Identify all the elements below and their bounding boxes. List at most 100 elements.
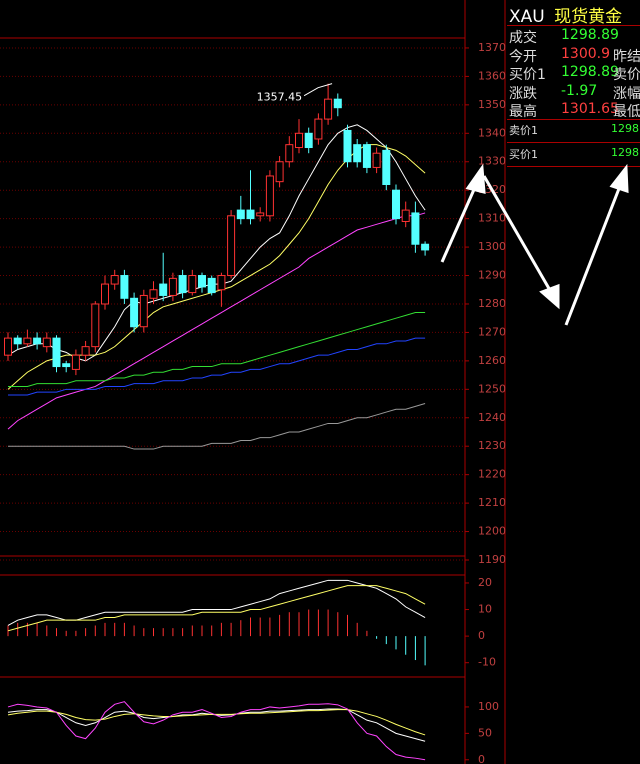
y-tick-label: 20 — [478, 576, 492, 589]
candle-body — [101, 283, 109, 305]
candle-body — [139, 294, 148, 328]
quote-label: 最低 — [613, 104, 640, 120]
candle-body — [401, 209, 410, 222]
candle-body — [149, 289, 158, 299]
candle-body — [52, 337, 61, 368]
y-tick-label: 1300 — [478, 240, 506, 253]
candle-body — [236, 209, 245, 220]
y-tick-label: 1280 — [478, 297, 506, 310]
candle-body — [159, 283, 168, 296]
y-tick-label: 1320 — [478, 183, 506, 196]
annotation: 1357.45 — [257, 91, 303, 104]
indicator-line — [7, 144, 426, 390]
candle-body — [33, 337, 42, 345]
divider — [507, 166, 640, 167]
candle-body — [411, 212, 420, 245]
indicator-line — [8, 403, 426, 450]
candle-body — [362, 144, 371, 168]
candle-body — [42, 337, 51, 348]
candle-body — [71, 354, 80, 370]
symbol: XAU — [509, 7, 545, 27]
candle-body — [207, 277, 216, 294]
candle-body — [343, 129, 352, 163]
divider — [507, 119, 640, 120]
y-tick-label: 1200 — [478, 525, 506, 538]
quote-label: 成交 — [509, 30, 537, 46]
book-row: 卖价1 1298. — [509, 122, 640, 140]
candle-body — [353, 144, 362, 163]
book-value: 1298. — [611, 146, 640, 159]
y-tick-label: 1350 — [478, 98, 506, 111]
candle-body — [285, 144, 294, 163]
y-tick-label: 1190 — [478, 553, 506, 566]
candle-body — [188, 275, 197, 294]
book-label: 卖价1 — [509, 124, 538, 137]
candle-body — [304, 132, 313, 149]
candle-body — [23, 337, 32, 345]
candle-body — [265, 175, 274, 217]
y-tick-label: 10 — [478, 603, 492, 616]
quote-label: 涨幅 — [613, 85, 640, 102]
quote-value: 1301.65 — [561, 101, 619, 117]
quote-label: 买价1 — [509, 67, 546, 83]
candle-body — [168, 277, 177, 296]
y-tick-label: 1260 — [478, 354, 506, 367]
y-tick-label: 1340 — [478, 126, 506, 139]
quote-value: -1.97 — [561, 82, 598, 99]
candle-body — [13, 337, 22, 345]
y-tick-label: 1220 — [478, 468, 506, 481]
y-tick-label: 1270 — [478, 325, 506, 338]
y-tick-label: 1250 — [478, 382, 506, 395]
chart-area: 1190 1200 1210 1220 1230 1240 1250 1260 1270 1280… — [0, 0, 506, 764]
candle-body — [81, 346, 90, 356]
candle-body — [275, 161, 284, 183]
annotation-leader — [303, 83, 333, 97]
quote-label: 最高 — [509, 104, 537, 120]
candle-body — [372, 152, 381, 168]
candle-body — [421, 243, 430, 251]
quote-value: 1300.9 — [561, 45, 610, 62]
y-tick-label: 1330 — [478, 155, 506, 168]
quote-label: 卖价 — [613, 67, 640, 83]
quote-value: 1298.89 — [561, 64, 619, 80]
indicator-line — [7, 585, 426, 632]
candle-body — [178, 275, 187, 294]
indicator-line — [7, 709, 426, 736]
candle-body — [4, 337, 12, 356]
y-tick-label: 1310 — [478, 212, 506, 225]
candle-body — [382, 149, 391, 186]
y-tick-label: 1360 — [478, 69, 506, 82]
candle-body — [256, 212, 265, 217]
indicator-line — [7, 579, 426, 626]
y-tick-label: -10 — [478, 656, 496, 669]
y-tick-label: 100 — [478, 700, 499, 713]
candle-body — [246, 209, 255, 220]
book-label: 买价1 — [509, 148, 538, 161]
candle-body — [314, 118, 323, 140]
divider — [507, 25, 640, 26]
book-row: 买价1 1298. — [509, 146, 640, 164]
quote-header: XAU 现货黄金 — [509, 2, 622, 27]
quote-label: 涨跌 — [509, 85, 537, 102]
indicator-line — [7, 212, 426, 430]
candle-body — [217, 275, 226, 291]
indicator-line — [7, 701, 426, 761]
candle-body — [120, 275, 129, 299]
candle-body — [227, 215, 236, 277]
quote-label: 昨结 — [613, 48, 640, 65]
quote-label: 今开 — [509, 48, 537, 65]
indicator-line — [7, 124, 426, 362]
candle-body — [333, 98, 342, 109]
y-tick-label: 0 — [478, 629, 485, 642]
candle-body — [62, 363, 71, 368]
y-tick-label: 0 — [478, 753, 485, 764]
indicator-line — [8, 337, 426, 396]
divider — [507, 142, 640, 143]
y-tick-label: 1290 — [478, 269, 506, 282]
y-tick-label: 50 — [478, 726, 492, 739]
candle-body — [392, 189, 400, 220]
candle-body — [130, 297, 139, 328]
quote-value: 1298.89 — [561, 27, 619, 43]
candle-body — [91, 303, 100, 348]
y-tick-label: 1210 — [478, 496, 506, 509]
